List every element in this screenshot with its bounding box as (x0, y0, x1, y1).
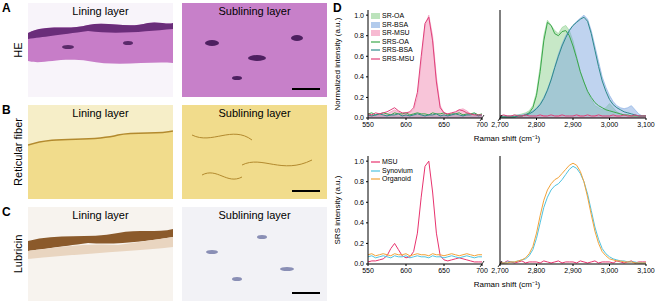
html-text:Lining layer: Lining layer (72, 5, 129, 17)
html-text:Raman shift (cm⁻¹): Raman shift (cm⁻¹) (473, 280, 541, 289)
html-text:B: B (2, 103, 11, 117)
svg-text:650: 650 (438, 121, 450, 128)
svg-text:0.6: 0.6 (354, 199, 364, 206)
svg-text:550: 550 (362, 267, 374, 274)
svg-text:2,700: 2,700 (491, 121, 509, 128)
html-text:Organoid: Organoid (382, 175, 411, 183)
svg-text:1.0: 1.0 (354, 158, 364, 165)
svg-text:0.4: 0.4 (354, 219, 364, 226)
svg-text:2,800: 2,800 (528, 121, 546, 128)
svg-text:0.2: 0.2 (354, 240, 364, 247)
html-text:SR-OA: SR-OA (382, 12, 405, 20)
html-text:Lining layer: Lining layer (72, 107, 129, 119)
html-text:Sublining layer: Sublining layer (218, 209, 291, 221)
svg-text:600: 600 (400, 267, 412, 274)
html-text:C: C (2, 205, 11, 219)
svg-text:0.6: 0.6 (354, 53, 364, 60)
html-text:SRS-MSU: SRS-MSU (382, 54, 415, 62)
svg-text:2,700: 2,700 (491, 267, 509, 274)
svg-text:0.8: 0.8 (354, 32, 364, 39)
svg-text:650: 650 (438, 267, 450, 274)
html-text:Raman shift (cm⁻¹): Raman shift (cm⁻¹) (473, 134, 541, 143)
svg-text:3,100: 3,100 (637, 267, 655, 274)
html-text:Sublining layer: Sublining layer (218, 107, 291, 119)
svg-text:700: 700 (476, 267, 488, 274)
html-text:Lubricin: Lubricin (12, 234, 24, 274)
svg-text:700: 700 (476, 121, 488, 128)
svg-text:0.0: 0.0 (354, 114, 364, 121)
html-text:Synovium: Synovium (382, 166, 413, 174)
html-text:SRS intensity (a.u.): SRS intensity (a.u.) (332, 175, 342, 245)
svg-text:2,800: 2,800 (528, 267, 546, 274)
html-text:SR-MSU: SR-MSU (382, 29, 410, 37)
html-text:Reticular fiber: Reticular fiber (12, 118, 24, 186)
svg-text:0.4: 0.4 (354, 73, 364, 80)
html-text:SRS-BSA: SRS-BSA (382, 46, 413, 54)
html-text:D: D (333, 1, 342, 15)
html-text:MSU: MSU (382, 158, 398, 166)
html-text:SRS-OA: SRS-OA (382, 37, 409, 45)
svg-text:550: 550 (362, 121, 374, 128)
svg-text:3,000: 3,000 (601, 121, 619, 128)
svg-text:2,900: 2,900 (564, 267, 582, 274)
html-text:Lining layer: Lining layer (72, 209, 129, 221)
svg-text:0.2: 0.2 (354, 94, 364, 101)
svg-text:0.8: 0.8 (354, 178, 364, 185)
html-text:Sublining layer: Sublining layer (218, 5, 291, 17)
svg-text:2,900: 2,900 (564, 121, 582, 128)
svg-text:1.0: 1.0 (354, 12, 364, 19)
html-text:A: A (2, 1, 11, 15)
html-text:SR-BSA: SR-BSA (382, 20, 409, 28)
svg-text:3,100: 3,100 (637, 121, 655, 128)
svg-text:600: 600 (400, 121, 412, 128)
html-text:Normalized intensity (a.u.): Normalized intensity (a.u.) (332, 17, 342, 111)
svg-text:0.0: 0.0 (354, 260, 364, 267)
html-text:HE: HE (12, 42, 24, 58)
svg-text:3,000: 3,000 (601, 267, 619, 274)
